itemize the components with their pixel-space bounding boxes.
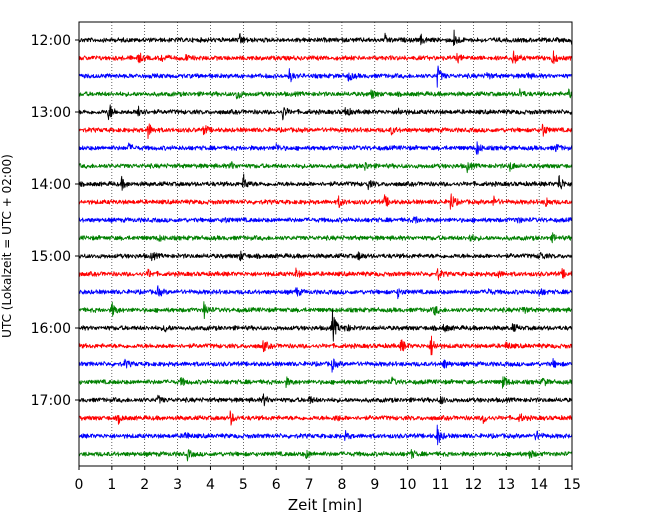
x-axis-ticks: 0 1 2 3 4 5 6 7 8 9 10 11 12 13 14 15 — [75, 466, 581, 493]
seismic-trace — [78, 123, 573, 140]
seismic-trace — [78, 216, 573, 224]
x-tick-label: 1 — [107, 477, 116, 493]
seismic-trace — [78, 301, 573, 320]
x-tick-label: 14 — [530, 477, 548, 493]
seismic-trace — [78, 104, 573, 121]
seismic-trace — [78, 267, 573, 281]
x-tick-label: 8 — [337, 477, 346, 493]
seismic-trace — [78, 285, 573, 300]
x-axis-label: Zeit [min] — [288, 496, 362, 514]
seismic-trace — [78, 410, 573, 426]
y-tick-label: 16:00 — [31, 321, 71, 337]
x-tick-label: 10 — [399, 477, 417, 493]
x-tick-label: 4 — [206, 477, 215, 493]
x-tick-label: 12 — [464, 477, 482, 493]
seismic-trace — [78, 449, 573, 462]
seismic-trace — [78, 88, 573, 100]
seismic-trace — [78, 393, 573, 407]
seismic-trace — [78, 309, 573, 342]
y-tick-label: 15:00 — [31, 249, 71, 265]
seismic-trace — [78, 376, 573, 389]
seismic-trace — [78, 193, 573, 210]
x-tick-label: 7 — [305, 477, 314, 493]
y-axis-ticks: 12:00 13:00 14:00 15:00 16:00 17:00 — [31, 33, 79, 409]
x-tick-label: 5 — [239, 477, 248, 493]
trace-group — [78, 29, 573, 462]
x-tick-label: 9 — [370, 477, 379, 493]
x-tick-label: 0 — [75, 477, 84, 493]
vertical-grid — [111, 22, 540, 466]
x-tick-label: 15 — [563, 477, 581, 493]
x-tick-label: 3 — [173, 477, 182, 493]
seismic-trace — [78, 173, 573, 191]
y-tick-label: 13:00 — [31, 105, 71, 121]
x-tick-label: 11 — [432, 477, 450, 493]
seismic-trace — [78, 335, 573, 356]
seismic-trace — [78, 141, 573, 155]
seismic-trace — [78, 250, 573, 262]
seismic-trace — [78, 232, 573, 244]
seismic-trace — [78, 161, 573, 174]
y-axis-label: UTC (Lokalzeit = UTC + 02:00) — [0, 154, 14, 338]
plot-frame — [78, 21, 573, 467]
seismic-trace — [78, 424, 573, 446]
seismic-trace — [78, 50, 573, 65]
seismic-trace — [78, 29, 573, 47]
seismic-trace — [78, 358, 573, 373]
y-tick-label: 12:00 — [31, 33, 71, 49]
seismic-trace — [78, 65, 573, 88]
y-tick-label: 17:00 — [31, 393, 71, 409]
x-tick-label: 13 — [497, 477, 515, 493]
x-tick-label: 6 — [272, 477, 281, 493]
x-tick-label: 2 — [140, 477, 149, 493]
y-tick-label: 14:00 — [31, 177, 71, 193]
